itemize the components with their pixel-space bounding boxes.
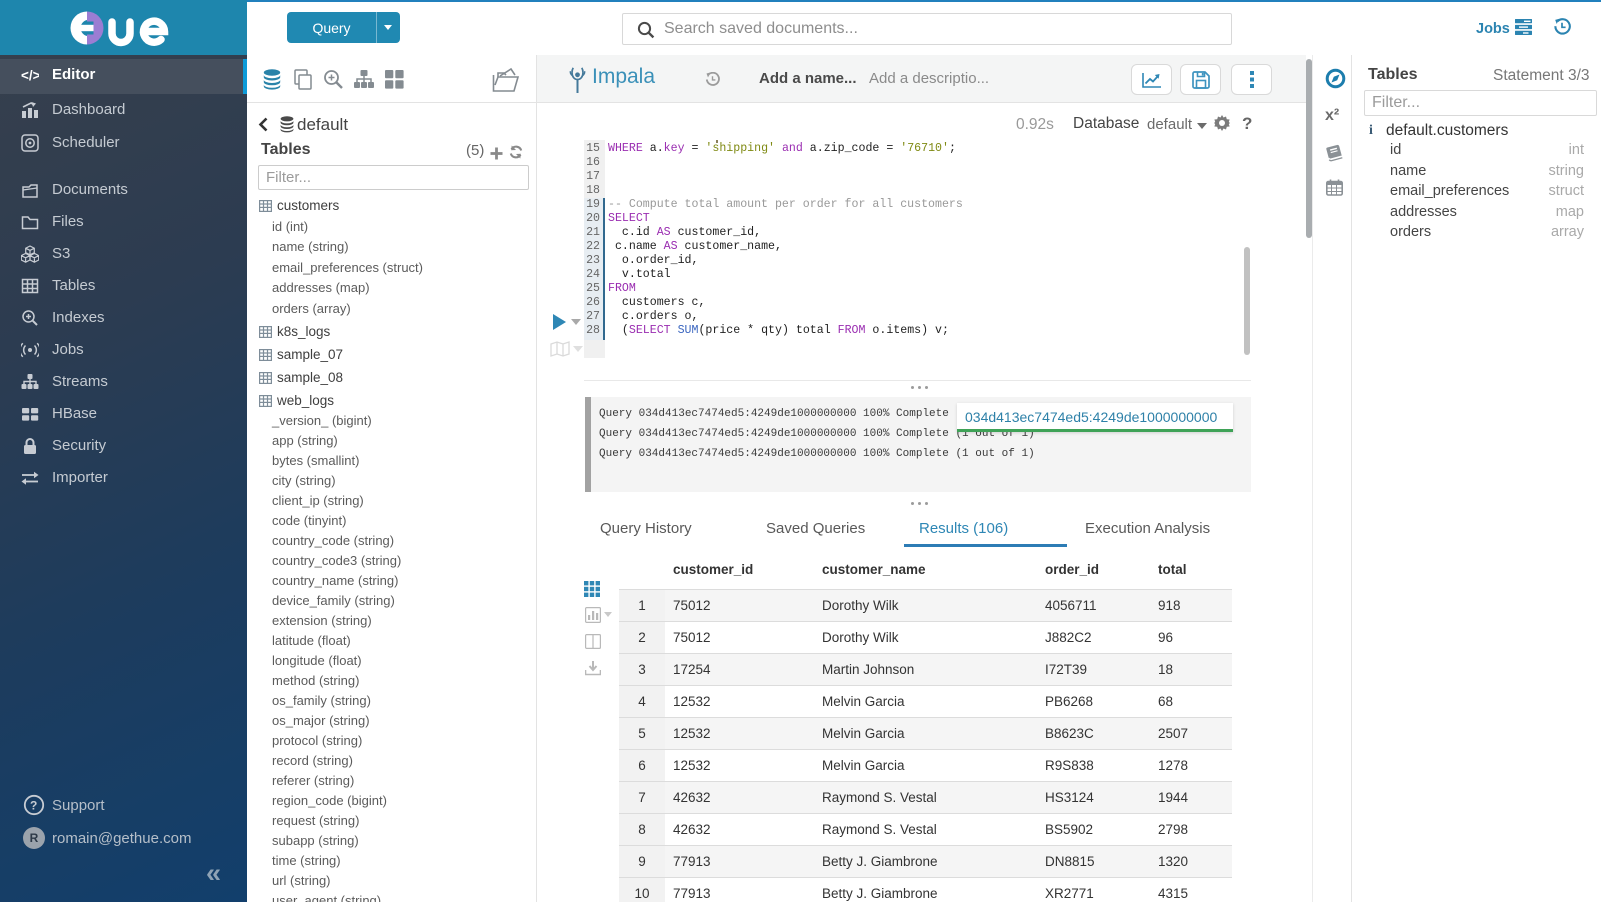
svg-text:</>: </> [21,68,39,83]
svg-text:?: ? [30,799,37,813]
